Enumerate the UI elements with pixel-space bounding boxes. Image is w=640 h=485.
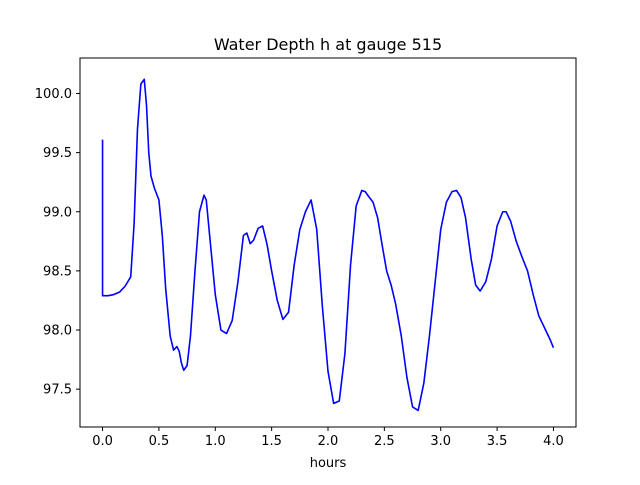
plot-area: 0.0 0.5 1.0 1.5 2.0 2.5 3.0 3.5 4.0 97.5 98.0 98.5 9… bbox=[35, 57, 577, 449]
x-tick-label: 0.5 bbox=[149, 434, 170, 449]
y-tick-label: 97.5 bbox=[43, 383, 72, 398]
y-tick-label: 98.5 bbox=[43, 264, 72, 279]
x-tick-label: 1.0 bbox=[205, 434, 226, 449]
x-tick-label: 0.0 bbox=[92, 434, 113, 449]
x-tick-label: 3.0 bbox=[430, 434, 451, 449]
x-tick-label: 2.5 bbox=[374, 434, 395, 449]
series-line-0 bbox=[101, 78, 555, 412]
y-tick-label: 98.0 bbox=[43, 324, 72, 339]
x-tick-label: 2.0 bbox=[318, 434, 339, 449]
x-tick-label: 4.0 bbox=[543, 434, 564, 449]
x-tick-label: 3.5 bbox=[487, 434, 508, 449]
chart-title: Water Depth h at gauge 515 bbox=[214, 35, 442, 54]
x-tick-label: 1.5 bbox=[261, 434, 282, 449]
y-tick-label: 99.0 bbox=[43, 205, 72, 220]
x-axis-label: hours bbox=[310, 456, 347, 471]
y-tick-label: 99.5 bbox=[43, 146, 72, 161]
y-tick-label: 100.0 bbox=[35, 87, 72, 102]
